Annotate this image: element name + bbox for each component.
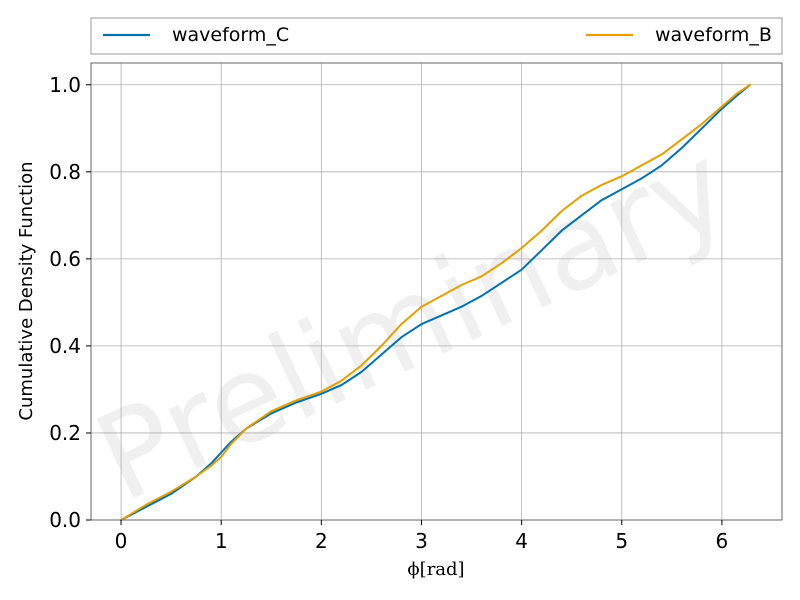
x-tick-label: 3 [415,529,428,553]
grid [91,63,782,521]
y-tick-label: 0.0 [49,508,81,532]
x-axis-ticks: 0 1 2 3 4 5 6 [115,520,729,553]
y-tick-label: 0.8 [49,160,81,184]
y-tick-label: 0.4 [49,334,81,358]
y-axis-label: Cumulative Density Function [16,161,37,420]
x-tick-label: 0 [115,529,128,553]
x-tick-label: 6 [716,529,729,553]
watermark-text: Preliminary [76,117,749,529]
y-axis-ticks: 0.0 0.2 0.4 0.6 0.8 1.0 [49,73,91,532]
x-axis-label: ϕ[rad] [407,559,464,580]
x-tick-label: 1 [215,529,228,553]
y-tick-label: 0.2 [49,421,81,445]
y-tick-label: 1.0 [49,73,81,97]
legend-label-waveform-b: waveform_B [655,24,772,46]
watermark: Preliminary [76,117,749,529]
series-line-waveform-c [120,83,751,521]
x-tick-label: 5 [615,529,628,553]
plot-frame [90,62,783,521]
x-tick-label: 2 [315,529,328,553]
legend-label-waveform-c: waveform_C [172,24,289,46]
x-tick-label: 4 [515,529,528,553]
series-line-waveform-b [120,83,751,521]
legend-box [90,17,783,55]
y-tick-label: 0.6 [49,247,81,271]
series-layer [120,83,751,521]
legend: waveform_C waveform_B [90,17,783,55]
